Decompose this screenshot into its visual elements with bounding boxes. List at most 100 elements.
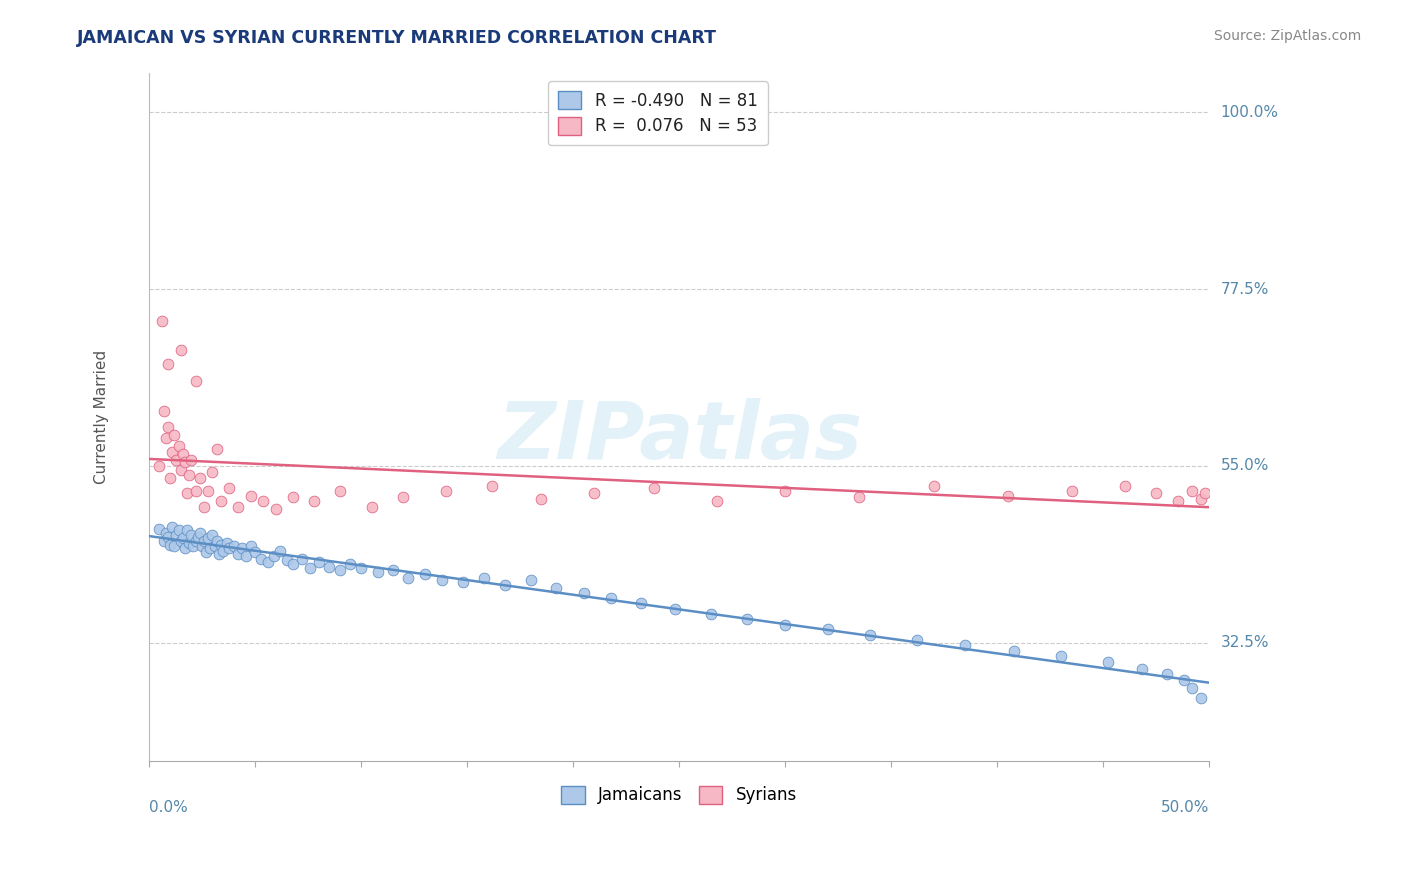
Point xyxy=(195,545,218,559)
Point xyxy=(174,455,197,469)
Point xyxy=(167,524,190,538)
Point xyxy=(252,494,274,508)
Point xyxy=(494,578,516,592)
Point xyxy=(1189,491,1212,506)
Point xyxy=(664,602,686,616)
Point xyxy=(339,557,361,571)
Point xyxy=(209,537,232,551)
Point xyxy=(264,502,287,516)
Point xyxy=(200,541,222,556)
Point xyxy=(413,567,436,582)
Point xyxy=(329,484,352,499)
Text: 32.5%: 32.5% xyxy=(1220,635,1270,650)
Point xyxy=(817,623,839,637)
Point xyxy=(174,541,197,556)
Point xyxy=(1114,478,1136,492)
Point xyxy=(290,551,312,566)
Point xyxy=(152,404,174,418)
Point xyxy=(318,559,340,574)
Point xyxy=(183,539,205,553)
Point xyxy=(1189,690,1212,705)
Point xyxy=(193,533,215,548)
Point xyxy=(231,541,253,556)
Text: Source: ZipAtlas.com: Source: ZipAtlas.com xyxy=(1213,29,1361,43)
Point xyxy=(160,445,183,459)
Point xyxy=(152,533,174,548)
Point xyxy=(997,489,1019,503)
Point xyxy=(167,439,190,453)
Point xyxy=(859,628,882,642)
Text: 0.0%: 0.0% xyxy=(149,799,187,814)
Point xyxy=(600,591,623,605)
Point xyxy=(170,533,193,548)
Point xyxy=(239,539,262,553)
Point xyxy=(217,536,239,550)
Point xyxy=(546,581,568,595)
Point xyxy=(519,573,541,587)
Text: JAMAICAN VS SYRIAN CURRENTLY MARRIED CORRELATION CHART: JAMAICAN VS SYRIAN CURRENTLY MARRIED COR… xyxy=(77,29,717,46)
Point xyxy=(1156,667,1178,681)
Point xyxy=(209,494,232,508)
Text: 77.5%: 77.5% xyxy=(1220,282,1268,297)
Point xyxy=(159,471,181,485)
Point xyxy=(243,545,266,559)
Point xyxy=(197,531,219,545)
Point xyxy=(170,343,193,357)
Point xyxy=(848,491,870,505)
Point xyxy=(905,633,928,648)
Point xyxy=(735,612,758,626)
Point xyxy=(201,465,224,479)
Point xyxy=(350,561,373,575)
Point xyxy=(922,478,945,492)
Point xyxy=(1060,484,1083,499)
Point xyxy=(187,530,209,544)
Point xyxy=(263,549,285,564)
Point xyxy=(150,313,173,327)
Point xyxy=(191,539,214,553)
Point xyxy=(773,617,796,632)
Text: ZIPatlas: ZIPatlas xyxy=(496,399,862,476)
Point xyxy=(1173,673,1195,687)
Point xyxy=(329,563,352,577)
Point xyxy=(205,533,228,548)
Point xyxy=(256,555,278,569)
Point xyxy=(955,638,977,652)
Text: 100.0%: 100.0% xyxy=(1220,104,1278,120)
Point xyxy=(184,374,207,388)
Point xyxy=(530,491,553,506)
Point xyxy=(481,478,503,492)
Point xyxy=(184,484,207,499)
Point xyxy=(392,491,415,505)
Point xyxy=(170,463,193,477)
Point xyxy=(197,484,219,499)
Point xyxy=(304,494,326,508)
Point xyxy=(1097,656,1119,670)
Text: 55.0%: 55.0% xyxy=(1220,458,1268,474)
Point xyxy=(172,531,194,545)
Text: 50.0%: 50.0% xyxy=(1161,799,1209,814)
Point xyxy=(204,539,226,553)
Point xyxy=(148,522,170,536)
Point xyxy=(180,452,202,467)
Point xyxy=(172,447,194,461)
Point xyxy=(706,494,728,508)
Point xyxy=(218,541,240,556)
Point xyxy=(155,525,177,540)
Point xyxy=(222,539,245,553)
Point xyxy=(1181,681,1204,695)
Point xyxy=(360,500,382,514)
Point xyxy=(472,570,495,584)
Point xyxy=(396,570,419,584)
Point xyxy=(156,530,179,544)
Point xyxy=(572,586,595,600)
Point xyxy=(188,471,211,485)
Point xyxy=(630,597,652,611)
Point xyxy=(299,561,322,575)
Point xyxy=(235,549,257,564)
Point xyxy=(159,537,181,551)
Point xyxy=(176,524,198,538)
Point xyxy=(205,442,228,456)
Point xyxy=(1002,643,1025,657)
Point xyxy=(226,500,249,514)
Point xyxy=(165,452,187,467)
